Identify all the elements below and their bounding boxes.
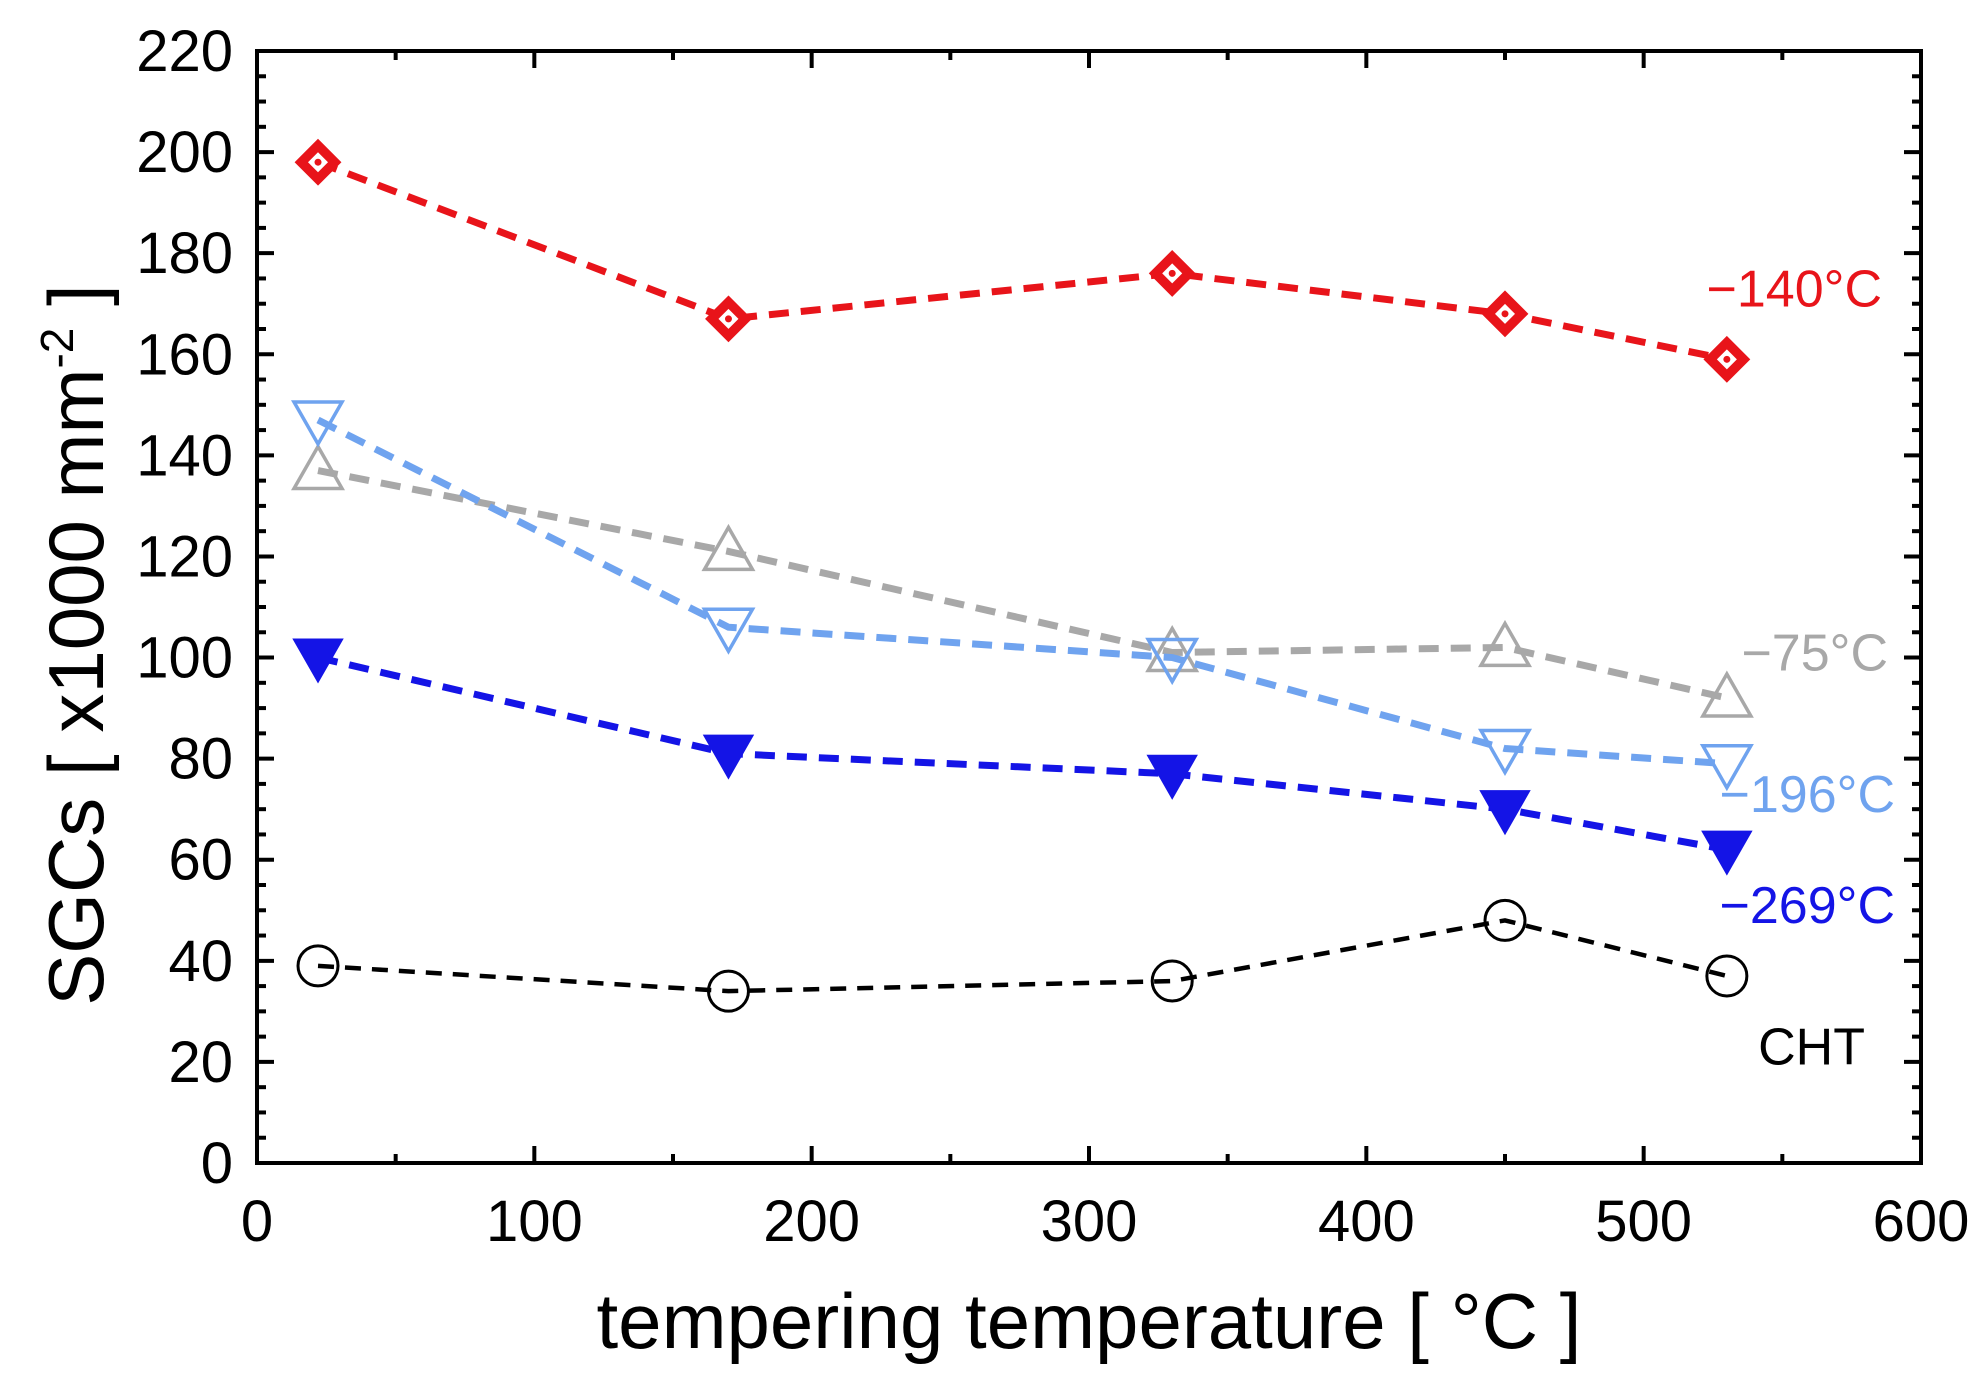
series-label-3: −196°C [1720, 766, 1895, 824]
data-point-5-3 [1150, 959, 1194, 1003]
data-point-2-3 [1145, 624, 1200, 673]
data-point-4-1 [292, 638, 344, 684]
series-label-2: −75°C [1741, 624, 1888, 682]
x-tick-label-500: 500 [1595, 1189, 1692, 1254]
data-point-5-2 [706, 969, 750, 1013]
y-tick-label-40: 40 [168, 929, 233, 994]
data-point-4-4 [1479, 790, 1531, 836]
data-point-1-4-center [1501, 310, 1509, 318]
y-tick-label-140: 140 [136, 423, 233, 488]
axis-tick-labels: 0 100 200 300 400 500 600 0 20 40 60 80 100 120 140 160… [136, 19, 1969, 1254]
series-1 [294, 138, 1751, 383]
data-point-3-2 [701, 607, 756, 655]
y-tick-label-220: 220 [136, 19, 233, 84]
series-labels: −140°C −75°C −196°C −269°C CHT [1707, 261, 1895, 1077]
y-axis-title: SGCs [ x1000 mm-2 ] [31, 284, 120, 1005]
y-axis-title-close: ] [32, 284, 120, 327]
data-point-5-1 [296, 944, 340, 988]
series-2 [290, 443, 1754, 718]
x-tick-label-600: 600 [1873, 1189, 1970, 1254]
series-3 [290, 400, 1754, 792]
series-5 [296, 898, 1749, 1013]
data-point-3-5 [1699, 743, 1754, 792]
series-line-2 [317, 467, 1728, 702]
x-tick-label-0: 0 [241, 1189, 273, 1254]
y-tick-label-20: 20 [168, 1030, 233, 1095]
x-tick-label-300: 300 [1041, 1189, 1138, 1254]
data-point-3-1 [290, 400, 346, 448]
y-axis-title-exponent: -2 [31, 328, 83, 369]
y-tick-label-120: 120 [136, 524, 233, 589]
series-4 [292, 638, 1753, 876]
data-point-2-1 [290, 443, 346, 491]
data-point-3-4 [1477, 728, 1533, 777]
plot-frame [255, 49, 1923, 1165]
y-tick-label-60: 60 [168, 828, 233, 893]
data-point-4-5 [1701, 830, 1753, 876]
series-line-5 [317, 918, 1728, 994]
series-line-3 [316, 416, 1728, 768]
series-label-4: −269°C [1720, 877, 1895, 935]
y-tick-label-80: 80 [168, 727, 233, 792]
y-tick-label-200: 200 [136, 120, 233, 185]
y-tick-label-100: 100 [136, 626, 233, 691]
data-point-1-1-center [314, 158, 322, 166]
data-point-4-3 [1146, 754, 1198, 800]
y-tick-label-160: 160 [136, 322, 233, 387]
y-axis-title-main: SGCs [ x1000 mm [32, 369, 120, 1006]
x-tick-label-200: 200 [763, 1189, 860, 1254]
data-point-1-3-center [1168, 269, 1176, 277]
data-point-5-5 [1705, 954, 1749, 998]
data-point-4-2 [702, 734, 755, 780]
data-point-3-3 [1145, 637, 1200, 686]
data-point-2-4 [1477, 619, 1533, 668]
data-point-1-5-center [1723, 355, 1731, 363]
series-label-5: CHT [1758, 1019, 1865, 1077]
x-tick-label-100: 100 [486, 1189, 583, 1254]
y-tick-label-180: 180 [136, 221, 233, 286]
data-point-2-2 [701, 523, 756, 572]
data-series [290, 138, 1754, 1013]
series-label-1: −140°C [1707, 261, 1882, 319]
data-point-5-4 [1483, 898, 1527, 942]
y-tick-label-0: 0 [201, 1131, 233, 1196]
x-tick-label-400: 400 [1318, 1189, 1415, 1254]
x-axis-title: tempering temperature [ °C ] [597, 1277, 1582, 1365]
data-point-2-5 [1699, 670, 1754, 718]
data-point-1-2-center [724, 315, 732, 323]
series-line-1 [316, 158, 1728, 363]
